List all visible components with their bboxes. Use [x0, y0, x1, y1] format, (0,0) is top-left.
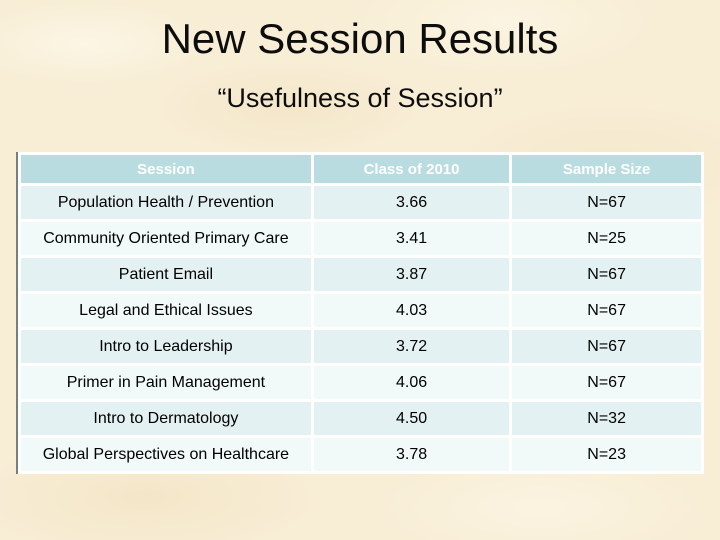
sample-size-cell: N=32 — [512, 402, 701, 435]
results-table: Session Class of 2010 Sample Size Popula… — [18, 152, 704, 474]
table-row: Primer in Pain Management 4.06 N=67 — [21, 366, 701, 399]
score-cell: 3.87 — [313, 258, 510, 291]
score-cell: 4.03 — [313, 294, 510, 327]
sample-size-cell: N=67 — [512, 330, 701, 363]
session-name-cell: Community Oriented Primary Care — [21, 222, 311, 255]
sample-size-cell: N=67 — [512, 294, 701, 327]
sample-size-cell: N=67 — [512, 366, 701, 399]
score-cell: 4.50 — [313, 402, 510, 435]
session-name-cell: Legal and Ethical Issues — [21, 294, 311, 327]
session-name-cell: Global Perspectives on Healthcare — [21, 438, 311, 471]
sample-size-cell: N=25 — [512, 222, 701, 255]
session-name-cell: Patient Email — [21, 258, 311, 291]
sample-size-cell: N=23 — [512, 438, 701, 471]
table-row: Patient Email 3.87 N=67 — [21, 258, 701, 291]
score-cell: 3.72 — [313, 330, 510, 363]
table-row: Global Perspectives on Healthcare 3.78 N=2… — [21, 438, 701, 471]
table-row: Community Oriented Primary Care 3.41 N=25 — [21, 222, 701, 255]
table-row: Intro to Dermatology 4.50 N=32 — [21, 402, 701, 435]
session-name-cell: Primer in Pain Management — [21, 366, 311, 399]
table-row: Legal and Ethical Issues 4.03 N=67 — [21, 294, 701, 327]
session-name-cell: Intro to Dermatology — [21, 402, 311, 435]
score-cell: 4.06 — [313, 366, 510, 399]
score-cell: 3.66 — [313, 186, 510, 219]
table-header-row: Session Class of 2010 Sample Size — [21, 155, 701, 183]
header-sample-size: Sample Size — [512, 155, 701, 183]
results-table-container: Session Class of 2010 Sample Size Popula… — [16, 152, 704, 474]
table-body: Population Health / Prevention 3.66 N=67 Co… — [21, 186, 701, 471]
session-name-cell: Population Health / Prevention — [21, 186, 311, 219]
slide-subtitle: “Usefulness of Session” — [217, 83, 503, 113]
header-class-of-2010: Class of 2010 — [313, 155, 510, 183]
slide-title: New Session Results — [161, 15, 559, 62]
session-name-cell: Intro to Leadership — [21, 330, 311, 363]
sample-size-cell: N=67 — [512, 258, 701, 291]
table-row: Population Health / Prevention 3.66 N=67 — [21, 186, 701, 219]
header-session: Session — [21, 155, 311, 183]
table-row: Intro to Leadership 3.72 N=67 — [21, 330, 701, 363]
sample-size-cell: N=67 — [512, 186, 701, 219]
score-cell: 3.41 — [313, 222, 510, 255]
score-cell: 3.78 — [313, 438, 510, 471]
